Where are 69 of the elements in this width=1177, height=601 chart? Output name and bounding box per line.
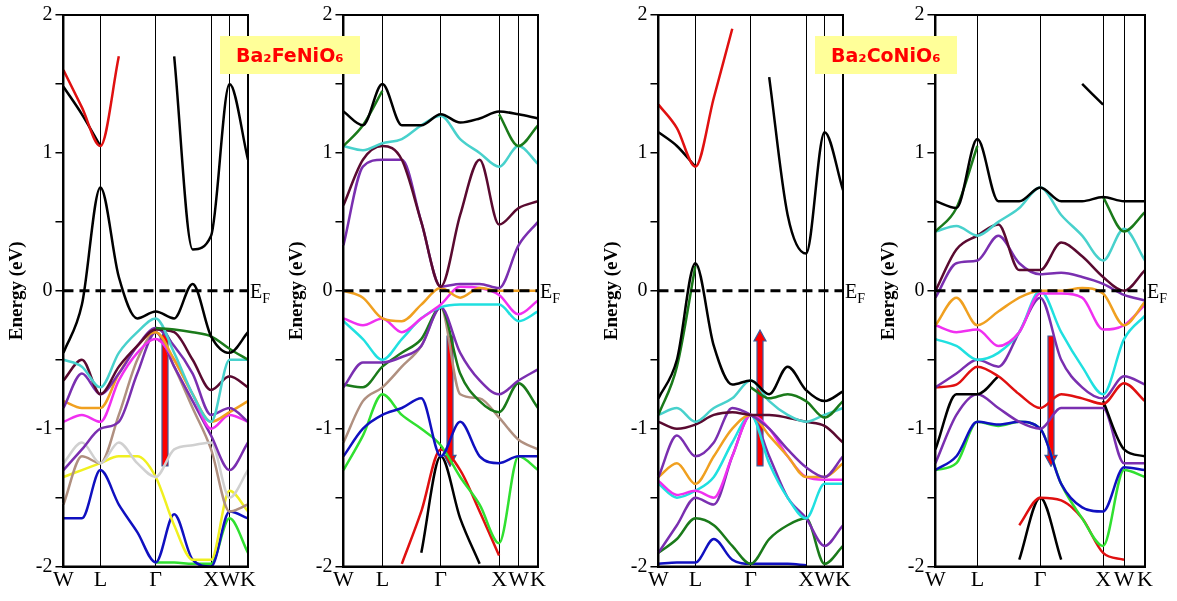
y-axis-title: Energy (eV): [5, 241, 28, 341]
y-tick-label: 2: [914, 2, 925, 25]
line-series: [62, 328, 250, 396]
y-tick-label: 0: [914, 278, 925, 301]
x-tick-label: L: [688, 565, 703, 591]
x-tick-label: W: [219, 565, 241, 591]
x-tick-label: L: [93, 565, 108, 591]
x-tick-label: X: [203, 565, 220, 591]
y-tick-label: 0: [637, 278, 648, 301]
x-tick-label: W: [1113, 565, 1135, 591]
x-tick-label: W: [508, 565, 530, 591]
y-tick-label: -2: [315, 553, 333, 576]
line-series: [934, 223, 1147, 293]
x-tick-label: W: [814, 565, 836, 591]
y-tick-label: 2: [637, 2, 648, 25]
x-tick-label: K: [240, 565, 257, 591]
y-axis-title: Energy (eV): [877, 241, 900, 341]
line-series: [657, 410, 845, 444]
line-series: [342, 306, 540, 396]
x-tick-label: Γ: [1033, 565, 1047, 591]
line-series: [934, 234, 1147, 302]
line-series: [934, 392, 1147, 465]
x-tick-label: K: [1137, 565, 1154, 591]
line-series: [657, 537, 808, 567]
y-axis-title: Energy (eV): [285, 241, 308, 341]
x-tick-label: Γ: [744, 565, 758, 591]
y-tick-label: -2: [630, 553, 648, 576]
line-series: [154, 326, 250, 361]
line-series: [62, 55, 121, 148]
y-tick-label: -1: [630, 415, 648, 438]
x-tick-label: Γ: [434, 565, 448, 591]
line-series: [749, 386, 845, 419]
line-series: [342, 397, 540, 465]
y-tick-label: -1: [907, 415, 925, 438]
y-tick-label: -1: [315, 415, 333, 438]
y-tick-label: 1: [322, 140, 333, 163]
x-tick-label: K: [530, 565, 547, 591]
x-tick-label: L: [375, 565, 390, 591]
y-tick-label: 1: [42, 140, 53, 163]
x-tick-label: K: [835, 565, 852, 591]
annotation: Ba₂FeNiO₆: [220, 36, 360, 74]
line-series: [400, 448, 501, 566]
y-tick-label: 2: [322, 2, 333, 25]
line-series: [934, 186, 1147, 262]
x-tick-label: Γ: [149, 565, 163, 591]
x-tick-label: W: [648, 565, 670, 591]
line-series: [934, 420, 1147, 513]
annotation: Ba₂CoNiO₆: [815, 36, 957, 74]
y-tick-label: 0: [42, 278, 53, 301]
line-series: [934, 292, 1147, 348]
x-tick-label: L: [970, 565, 985, 591]
y-tick-label: 0: [322, 278, 333, 301]
x-tick-label: W: [53, 565, 75, 591]
x-tick-label: X: [491, 565, 508, 591]
y-axis-title: Energy (eV): [600, 241, 623, 341]
x-tick-label: X: [1095, 565, 1112, 591]
line-series: [62, 441, 250, 499]
x-tick-label: W: [925, 565, 947, 591]
line-series: [657, 27, 734, 168]
y-tick-label: 2: [42, 2, 53, 25]
line-series: [934, 365, 1147, 410]
x-tick-label: W: [333, 565, 355, 591]
y-tick-label: 1: [914, 140, 925, 163]
line-series: [342, 392, 540, 545]
y-tick-label: -1: [35, 415, 53, 438]
y-tick-label: 1: [637, 140, 648, 163]
x-tick-label: X: [798, 565, 815, 591]
y-tick-label: -2: [907, 553, 925, 576]
y-tick-label: -2: [35, 553, 53, 576]
